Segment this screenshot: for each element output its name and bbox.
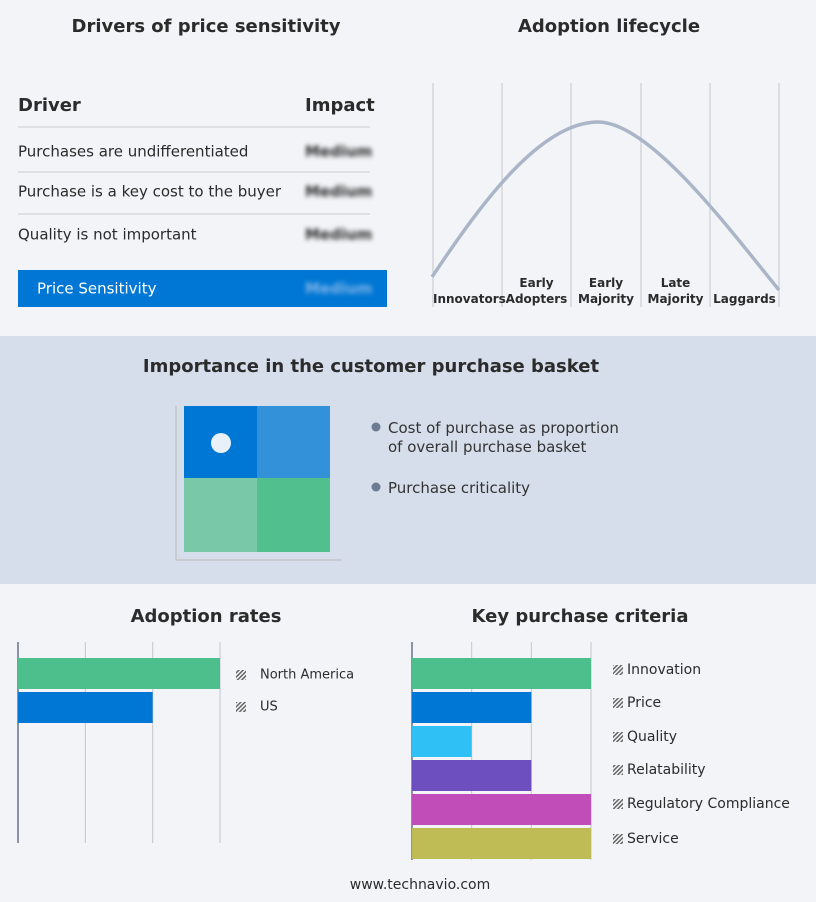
section-title: Adoption lifecycle — [518, 16, 700, 37]
legend-icon — [613, 732, 623, 742]
legend-text: Purchase criticality — [388, 479, 531, 497]
legend-label: Service — [627, 831, 679, 847]
legend-icon — [236, 670, 246, 680]
driver: Quality is not important — [18, 226, 197, 244]
section-title: Drivers of price sensitivity — [72, 16, 341, 37]
legend-icon — [613, 765, 623, 775]
bullet — [371, 482, 381, 492]
quadrant — [184, 478, 257, 552]
legend-label: Regulatory Compliance — [627, 796, 790, 812]
legend-label: US — [260, 700, 278, 715]
bar — [18, 692, 153, 723]
driver: Purchase is a key cost to the buyer — [18, 183, 282, 201]
legend-icon — [613, 799, 623, 809]
stage-label: Late Majority — [647, 276, 704, 306]
stage-label: Early Adopters — [505, 276, 568, 306]
impact: Medium — [305, 183, 372, 201]
legend-icon — [613, 698, 623, 708]
section-title: Importance in the customer purchase bask… — [143, 356, 600, 377]
quadrant — [257, 406, 330, 478]
table-header: Driver — [18, 95, 81, 116]
bar — [412, 794, 591, 825]
lifecycle-curve — [430, 120, 781, 292]
mid-bg — [0, 336, 816, 584]
driver: Purchases are undifferentiated — [18, 143, 248, 161]
legend-icon — [613, 834, 623, 844]
bar — [412, 658, 591, 689]
impact: Medium — [305, 143, 372, 161]
legend-icon — [236, 702, 246, 712]
quadrant — [257, 478, 330, 552]
legend-label: Relatability — [627, 762, 706, 778]
legend-label: Quality — [627, 729, 677, 745]
stage-label: Early Majority — [578, 276, 634, 306]
bar — [412, 760, 532, 791]
position-dot — [211, 433, 231, 453]
chart-title: Key purchase criteria — [472, 606, 689, 627]
stage-label: Innovators — [433, 292, 506, 306]
legend-text: Cost of purchase as proportion of overal… — [388, 419, 619, 456]
chart-title: Adoption rates — [131, 606, 282, 627]
impact: Medium — [305, 226, 372, 244]
summary-label: Price Sensitivity — [37, 280, 157, 298]
summary-impact: Medium — [305, 280, 372, 298]
summary-bar — [18, 270, 387, 307]
legend-label: Price — [627, 695, 661, 711]
stage-label: Laggards — [713, 292, 776, 306]
bullet — [371, 422, 381, 432]
legend-icon — [613, 665, 623, 675]
legend-label: Innovation — [627, 662, 701, 678]
legend-label: North America — [260, 668, 354, 683]
footer: www.technavio.com — [350, 877, 491, 893]
bar — [18, 658, 220, 689]
bar — [412, 726, 472, 757]
bottom-bg — [0, 584, 816, 902]
bar — [412, 828, 591, 859]
bar — [412, 692, 532, 723]
table-header: Impact — [305, 95, 375, 116]
